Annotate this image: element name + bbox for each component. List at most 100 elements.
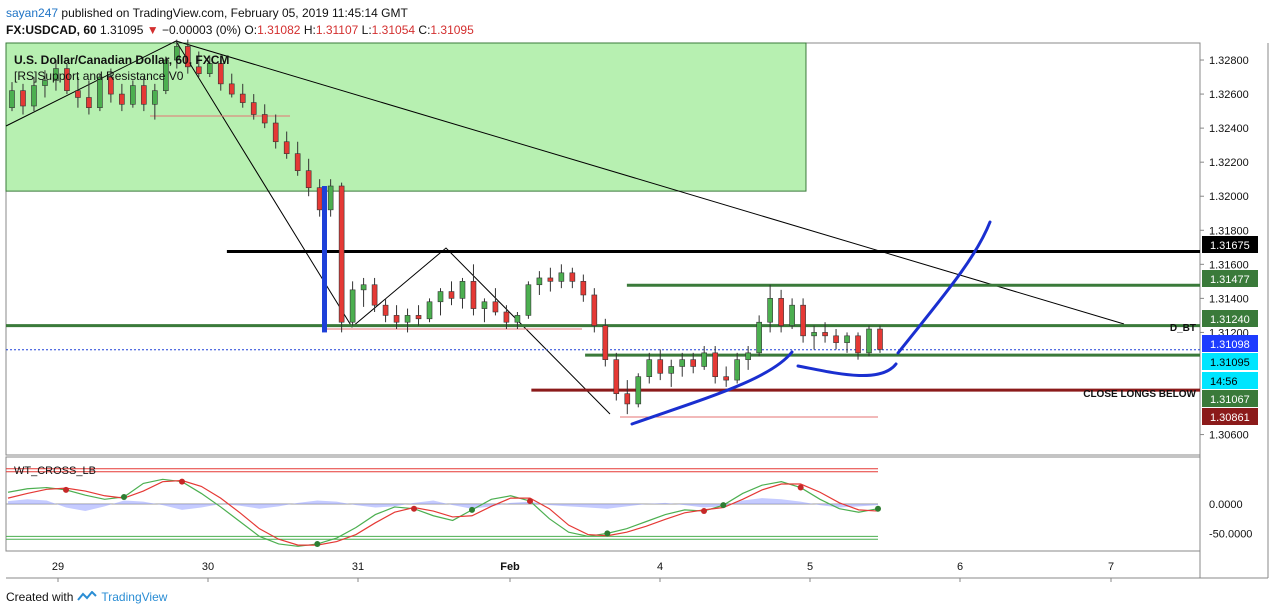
blue-drawn-curve-2[interactable]	[796, 362, 898, 377]
osc-cross-dot	[314, 540, 321, 547]
candle	[437, 288, 444, 316]
publisher-name[interactable]: sayan247	[6, 6, 59, 20]
osc-cross-dot	[797, 484, 804, 491]
annotation-close-longs: CLOSE LONGS BELOW	[1083, 389, 1196, 400]
osc-cross-dot	[875, 505, 881, 512]
candle-body	[800, 304, 806, 337]
close-label: C:	[418, 23, 431, 37]
price-label-bg	[1202, 372, 1258, 389]
candle	[393, 305, 400, 330]
candle-body	[525, 284, 532, 316]
oscillator-name[interactable]: WT_CROSS_LB	[14, 465, 96, 477]
candle	[86, 80, 92, 115]
price-label-countdown: 14:56	[1202, 372, 1258, 389]
candle-body	[206, 63, 213, 74]
time-tick-label: 7	[1108, 561, 1114, 573]
candle-body	[393, 315, 400, 323]
candle-body	[635, 376, 642, 405]
candle-body	[64, 68, 70, 91]
candle	[547, 267, 554, 292]
candle	[20, 83, 26, 115]
tradingview-brand[interactable]: TradingView	[101, 590, 168, 604]
close-value: 1.31095	[430, 23, 474, 37]
price-label-bg	[1202, 310, 1258, 327]
low-value: 1.31054	[371, 23, 416, 37]
price-tick-label: 1.32000	[1209, 191, 1249, 203]
candle	[338, 182, 345, 333]
candle	[371, 277, 378, 312]
candle-body	[53, 68, 59, 81]
price-label-text: 1.31477	[1210, 274, 1250, 286]
candle	[657, 349, 664, 381]
candle-body	[174, 46, 180, 61]
osc-cross-dot	[63, 486, 69, 493]
candle	[800, 298, 806, 343]
osc-series-2	[7, 479, 879, 546]
candle	[404, 308, 411, 333]
price-label-text: 1.31240	[1210, 314, 1250, 326]
price-label-support: 1.31067	[1202, 390, 1258, 407]
price-label-resistance: 1.31675	[1202, 236, 1258, 253]
candle-body	[119, 93, 125, 105]
candle-body	[9, 90, 15, 108]
candle-body	[272, 122, 279, 143]
candle	[866, 325, 872, 357]
open-value: 1.31082	[257, 23, 301, 37]
indicator-name[interactable]: [RS]Support and Resistance V0	[14, 69, 184, 83]
publish-line: sayan247 published on TradingView.com, F…	[6, 5, 474, 22]
candle-body	[778, 298, 784, 326]
candle-body	[492, 301, 499, 313]
chart-header: sayan247 published on TradingView.com, F…	[6, 5, 474, 39]
osc-cross-dot	[121, 493, 127, 500]
ohlc-line: FX:USDCAD, 60 1.31095 ▼ −0.00003 (0%) O:…	[6, 22, 474, 39]
time-tick-label: 30	[202, 561, 214, 573]
price-tick-label: 1.30600	[1209, 430, 1249, 442]
high-label: H:	[303, 23, 316, 37]
candle-body	[481, 301, 488, 309]
candle-body	[327, 185, 334, 211]
candle-body	[31, 85, 37, 107]
candle	[602, 318, 609, 367]
candle-body	[338, 185, 345, 323]
candle-body	[404, 315, 411, 323]
candle-body	[195, 66, 202, 74]
candle-body	[646, 359, 653, 377]
price-tick-label: 1.32200	[1209, 157, 1249, 169]
candle-body	[514, 315, 521, 323]
osc-cross-dot	[701, 508, 707, 515]
price-label-text: 1.31098	[1210, 339, 1250, 351]
high-value: 1.31107	[315, 23, 359, 37]
price-label-text: 1.30861	[1210, 412, 1250, 424]
price-label-support: 1.31240	[1202, 310, 1258, 327]
candle-body	[690, 359, 697, 367]
supply-zone[interactable]	[5, 42, 807, 192]
blue-drawn-curve-3[interactable]	[896, 220, 992, 355]
footer: Created with TradingView	[6, 590, 167, 604]
price-label-text: 1.31067	[1210, 394, 1250, 406]
time-tick-label: 29	[52, 561, 64, 573]
price-tick-label: 1.31800	[1209, 225, 1249, 237]
candle	[844, 332, 850, 353]
candle	[723, 366, 729, 387]
osc-tick-label: -50.0000	[1209, 528, 1252, 540]
osc-cross-dot	[411, 505, 417, 512]
candle-body	[591, 294, 598, 326]
candle	[855, 332, 861, 360]
tradingview-logo-icon	[77, 591, 98, 601]
candle	[294, 141, 301, 176]
price-label-current: 1.31098	[1202, 335, 1258, 352]
candle-body	[745, 352, 751, 360]
candle	[382, 298, 389, 323]
price-label-support: 1.31477	[1202, 270, 1258, 287]
descending-trendline[interactable]	[175, 40, 1125, 325]
candle	[613, 352, 620, 401]
candle	[459, 277, 466, 309]
osc-cross-dot	[720, 502, 727, 509]
candle-body	[503, 311, 510, 323]
candle	[811, 325, 817, 350]
blue-drawn-curve-1[interactable]	[630, 350, 794, 426]
publish-info: published on TradingView.com, February 0…	[61, 6, 408, 20]
symbol-label: FX:USDCAD, 60	[6, 23, 97, 37]
open-label: O:	[244, 23, 258, 37]
